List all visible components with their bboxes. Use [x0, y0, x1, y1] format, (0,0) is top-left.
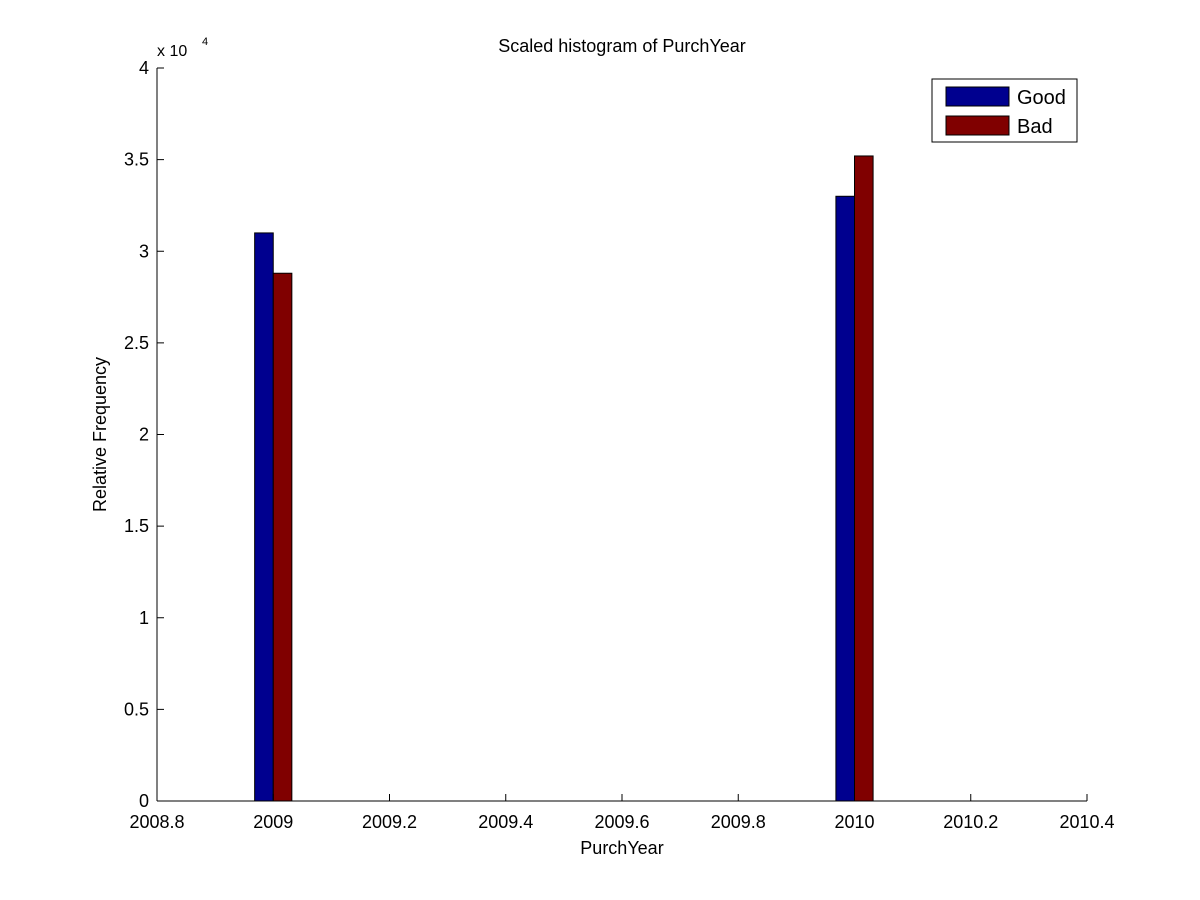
y-tick-label: 0	[139, 791, 149, 811]
chart-title: Scaled histogram of PurchYear	[498, 36, 745, 56]
y-tick-label: 2	[139, 425, 149, 445]
y-axis-label: Relative Frequency	[90, 357, 110, 512]
y-tick-label: 3	[139, 241, 149, 261]
legend-swatch-bad	[945, 115, 1010, 136]
bar-good-2009	[254, 232, 274, 802]
y-axis-multiplier-exponent: 4	[202, 36, 208, 48]
legend-swatch-good	[945, 86, 1010, 107]
x-tick-label: 2009.6	[594, 812, 649, 832]
x-tick-label: 2008.8	[129, 812, 184, 832]
legend-label-good: Good	[1017, 87, 1066, 109]
y-axis-multiplier: x 10	[157, 43, 187, 60]
x-tick-label: 2009.4	[478, 812, 533, 832]
x-tick-label: 2009.2	[362, 812, 417, 832]
x-axis-label: PurchYear	[580, 838, 663, 858]
x-tick-label: 2010	[834, 812, 874, 832]
y-tick-label: 3.5	[124, 150, 149, 170]
bar-good-2010	[835, 195, 856, 802]
y-tick-label: 1.5	[124, 516, 149, 536]
plot-background	[157, 68, 1087, 801]
y-tick-label: 4	[139, 58, 149, 78]
bar-bad-2009	[272, 272, 293, 802]
x-tick-label: 2010.2	[943, 812, 998, 832]
y-tick-label: 0.5	[124, 699, 149, 719]
y-tick-label: 1	[139, 608, 149, 628]
x-tick-label: 2010.4	[1059, 812, 1114, 832]
bar-bad-2010	[854, 155, 874, 802]
y-tick-label: 2.5	[124, 333, 149, 353]
x-tick-label: 2009	[253, 812, 293, 832]
x-tick-label: 2009.8	[711, 812, 766, 832]
legend-label-bad: Bad	[1017, 116, 1053, 138]
